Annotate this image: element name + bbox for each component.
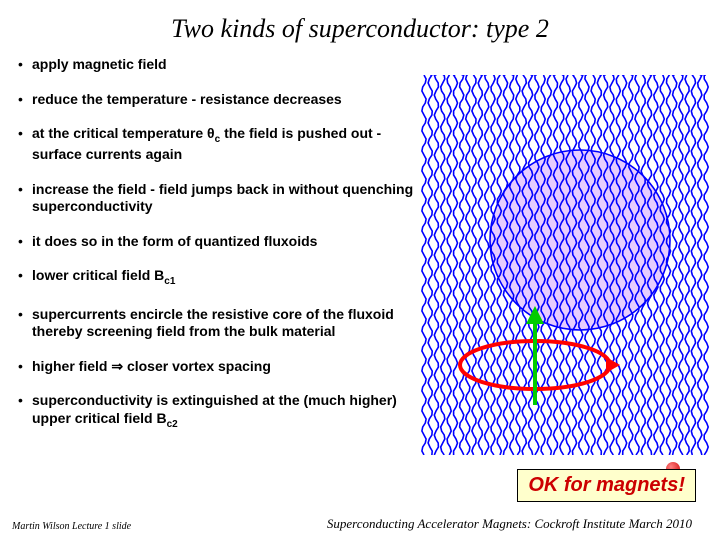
bullet-item: it does so in the form of quantized flux… [18, 233, 418, 251]
bullet-item: supercurrents encircle the resistive cor… [18, 306, 418, 341]
bullet-list: apply magnetic field reduce the temperat… [18, 56, 418, 448]
bullet-item: reduce the temperature - resistance decr… [18, 91, 418, 109]
bullet-item: apply magnetic field [18, 56, 418, 74]
fluxoid-diagram [420, 75, 710, 455]
bullet-item: higher field ⇒ closer vortex spacing [18, 358, 418, 376]
bullet-item: superconductivity is extinguished at the… [18, 392, 418, 431]
slide-title: Two kinds of superconductor: type 2 [0, 0, 720, 44]
footer-author: Martin Wilson Lecture 1 slide [12, 521, 131, 532]
bullet-item: increase the field - field jumps back in… [18, 181, 418, 216]
bullet-item: lower critical field Bc1 [18, 267, 418, 288]
footer-context: Superconducting Accelerator Magnets: Coc… [327, 516, 692, 532]
callout-box: OK for magnets! [517, 469, 696, 502]
bullet-item: at the critical temperature θc the field… [18, 125, 418, 164]
